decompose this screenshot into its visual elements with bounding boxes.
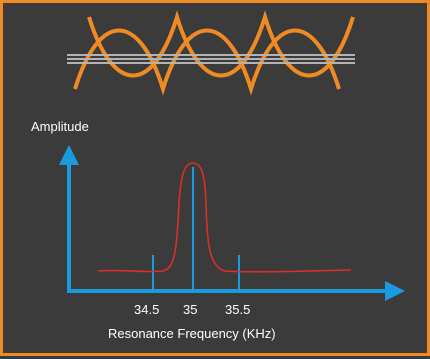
string-illustration bbox=[67, 10, 355, 96]
resonance-diagram: Amplitude 34.5 35 35.5 Resonance Frequen… bbox=[31, 10, 405, 341]
string-line-top bbox=[67, 54, 355, 56]
resonance-curve bbox=[97, 162, 352, 273]
sine-wave-1 bbox=[73, 28, 341, 96]
x-axis-label: Resonance Frequency (KHz) bbox=[108, 326, 276, 341]
tick-label-35-5: 35.5 bbox=[225, 302, 250, 317]
tick-label-34-5: 34.5 bbox=[134, 302, 159, 317]
tick-label-35: 35 bbox=[183, 302, 197, 317]
string-line-bottom bbox=[67, 62, 355, 64]
y-axis-label: Amplitude bbox=[31, 119, 89, 134]
string-line-middle bbox=[67, 58, 355, 60]
sine-wave-2 bbox=[87, 10, 355, 78]
